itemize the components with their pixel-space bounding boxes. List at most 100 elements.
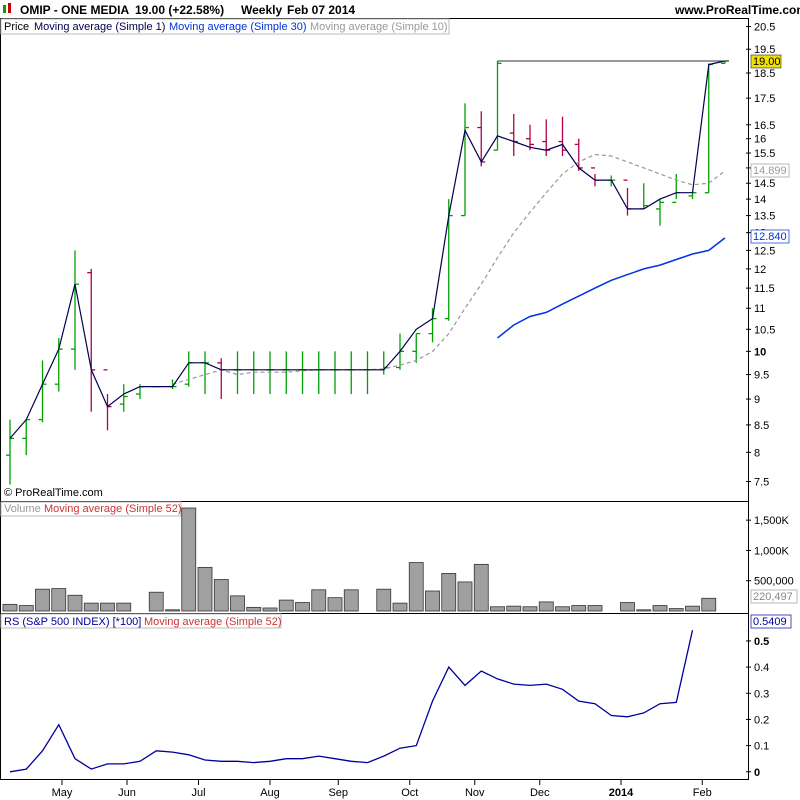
- volume-bar: [116, 602, 132, 612]
- volume-bar: [376, 588, 392, 612]
- x-tick-label: Aug: [260, 787, 280, 799]
- ohlc-bar: [6, 419, 14, 485]
- ma30-tag-text: 12.840: [753, 231, 787, 243]
- volume-y-axis: 1,500K 1,000K 500,000: [746, 515, 794, 588]
- price-y-axis: 20.519.518.517.516.51615.51514.51413.513…: [746, 22, 775, 489]
- volume-bar: [555, 606, 570, 612]
- legend-ma30: Moving average (Simple 30): [169, 21, 307, 33]
- x-tick-label: Sep: [328, 787, 348, 799]
- rs-panel-frame: [0, 613, 749, 780]
- candle-logo-icon: [3, 3, 11, 13]
- price-tick-label: 13.5: [754, 211, 775, 223]
- legend-volume: Volume: [4, 503, 41, 515]
- price-tick-label: 10.5: [754, 324, 775, 336]
- ma10-tag-text: 14.899: [753, 165, 787, 177]
- rs-last-tag: 0.5409: [750, 614, 792, 629]
- date-label: Feb 07 2014: [287, 3, 355, 17]
- rs-last-tag-text: 0.5409: [753, 616, 787, 628]
- ohlc-bar: [87, 268, 96, 412]
- ohlc-bar: [314, 351, 323, 395]
- x-tick-label: 2014: [609, 787, 634, 799]
- price-lines: [9, 60, 729, 439]
- volume-bar: [100, 602, 115, 612]
- price-tick-label: 20.5: [754, 22, 775, 34]
- volume-bar: [652, 605, 668, 612]
- ohlc-bar: [379, 351, 388, 375]
- ohlc-bar: [591, 167, 599, 187]
- x-tick-label: Dec: [530, 787, 550, 799]
- price-tick-label: 17.5: [754, 93, 775, 105]
- price-legend: Price Moving average (Simple 1) Moving a…: [0, 18, 450, 35]
- ohlc-bar: [574, 138, 583, 171]
- price-tick-label: 12.5: [754, 245, 775, 257]
- volume-legend: Volume Moving average (Simple 52): [0, 501, 182, 517]
- ohlc-bar: [331, 351, 339, 395]
- price-bars: [6, 60, 729, 485]
- legend-ma10: Moving average (Simple 10): [310, 21, 448, 33]
- ohlc-bar: [168, 379, 177, 390]
- price-tick-label: 16: [754, 134, 766, 146]
- price-tick-label: 7.5: [754, 477, 769, 489]
- volume-bar: [701, 597, 717, 612]
- price-tick-label: 8: [754, 447, 760, 459]
- volume-bar: [538, 601, 554, 612]
- volume-bar: [51, 588, 67, 612]
- x-tick-label: Feb: [693, 787, 712, 799]
- ohlc-bar: [688, 192, 697, 200]
- period-label: Weekly: [241, 3, 282, 17]
- ma1-line: [9, 60, 726, 439]
- price-tick-label: 15.5: [754, 148, 775, 160]
- x-tick-label: Oct: [401, 787, 418, 799]
- rs-tick-label: 0.5: [754, 636, 769, 648]
- volume-bar: [571, 605, 587, 612]
- volume-bar: [425, 590, 440, 612]
- ohlc-bar: [639, 183, 648, 210]
- ohlc-bar: [672, 173, 681, 204]
- volume-bar: [457, 581, 473, 612]
- rs-y-axis: 0.5 0.4 0.3 0.2 0.1 0: [746, 636, 769, 779]
- volume-tick-label: 1,000K: [754, 545, 790, 557]
- ohlc-bar: [623, 179, 632, 216]
- ohlc-bar: [217, 358, 226, 400]
- volume-bar: [278, 599, 294, 612]
- rs-tick-label: 0.4: [754, 662, 769, 674]
- rs-legend: RS (S&P 500 INDEX) [*100] Moving average…: [0, 613, 282, 629]
- ohlc-bar: [298, 351, 307, 395]
- volume-bar: [83, 602, 99, 612]
- ohlc-bar: [184, 351, 193, 387]
- x-tick-label: May: [52, 787, 73, 799]
- volume-bar: [230, 595, 245, 612]
- rs-tick-label: 0: [754, 767, 760, 779]
- ohlc-bar: [38, 360, 47, 423]
- price-panel-frame: [0, 18, 749, 502]
- volume-bar: [165, 609, 180, 612]
- price-tick-label: 14: [754, 194, 766, 206]
- price-tick-label: 12: [754, 264, 766, 276]
- rs-line: [9, 630, 694, 773]
- legend-volume-ma: Moving average (Simple 52): [44, 503, 182, 515]
- price-tick-label: 8.5: [754, 420, 769, 432]
- price-tick-label: 11.5: [754, 283, 775, 295]
- volume-bar: [668, 608, 684, 612]
- volume-bar: [685, 605, 700, 612]
- price-tick-label: 18.5: [754, 68, 775, 80]
- ohlc-bar: [22, 418, 31, 456]
- ohlc-bar: [412, 332, 421, 363]
- volume-bar: [441, 573, 457, 612]
- price-tick-label: 16.5: [754, 120, 775, 132]
- rs-line-group: [9, 630, 694, 773]
- volume-ma-tag: 220,497: [750, 589, 798, 604]
- volume-bar: [587, 605, 603, 612]
- volume-bar: [473, 563, 489, 612]
- ma30-line: [497, 237, 726, 339]
- volume-bar: [35, 588, 50, 612]
- last-price-tag-text: 19.00: [753, 56, 781, 68]
- volume-bar: [506, 605, 522, 612]
- legend-price: Price: [4, 21, 29, 33]
- volume-tick-label: 1,500K: [754, 515, 790, 527]
- volume-bar: [490, 606, 505, 612]
- volume-bar: [148, 591, 164, 612]
- volume-tick-label: 500,000: [754, 576, 794, 588]
- site-link[interactable]: www.ProRealTime.com: [674, 3, 800, 17]
